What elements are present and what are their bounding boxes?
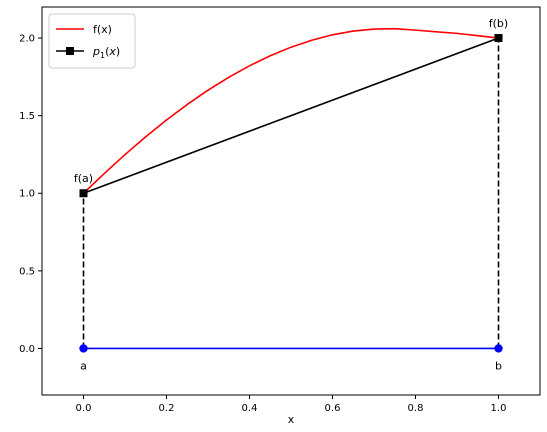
series-marker-p1 (79, 189, 88, 198)
series-marker-p1 (494, 34, 503, 43)
annotation-label: f(b) (489, 17, 508, 30)
x-tick-label: 1.0 (491, 403, 507, 414)
series-line-f (82, 27, 499, 194)
legend-label: p1(x) (92, 45, 120, 60)
y-tick-label: 1.5 (19, 111, 35, 122)
interval-endpoint-marker (79, 344, 88, 353)
y-tick-label: 1.0 (19, 189, 35, 200)
plot-frame (41, 6, 541, 396)
x-tick-label: 0.6 (325, 403, 341, 414)
x-axis-label: x (288, 413, 295, 426)
x-axis: 0.0 0.2 0.4 0.6 0.8 1.0 (76, 395, 507, 414)
legend-marker (66, 47, 74, 55)
annotation-label: f(a) (74, 172, 93, 185)
annotation-label: b (495, 359, 502, 372)
x-tick-label: 0.0 (76, 403, 92, 414)
legend-box (48, 13, 136, 69)
x-tick-label: 0.8 (408, 403, 424, 414)
legend-label: f(x) (93, 23, 112, 36)
x-tick-label: 0.4 (242, 403, 258, 414)
y-axis: 0.0 0.5 1.0 1.5 2.0 (19, 34, 42, 355)
x-tick-label: 0.2 (159, 403, 175, 414)
annotation-label: a (80, 359, 87, 372)
y-tick-label: 0.0 (19, 344, 35, 355)
legend: f(x) p1(x) (48, 13, 136, 69)
y-tick-label: 0.5 (19, 266, 35, 277)
y-tick-label: 2.0 (19, 34, 35, 45)
plot-area: f(a) f(b) a b (74, 17, 508, 372)
interval-endpoint-marker (494, 344, 503, 353)
series-line-p1 (83, 37, 499, 194)
